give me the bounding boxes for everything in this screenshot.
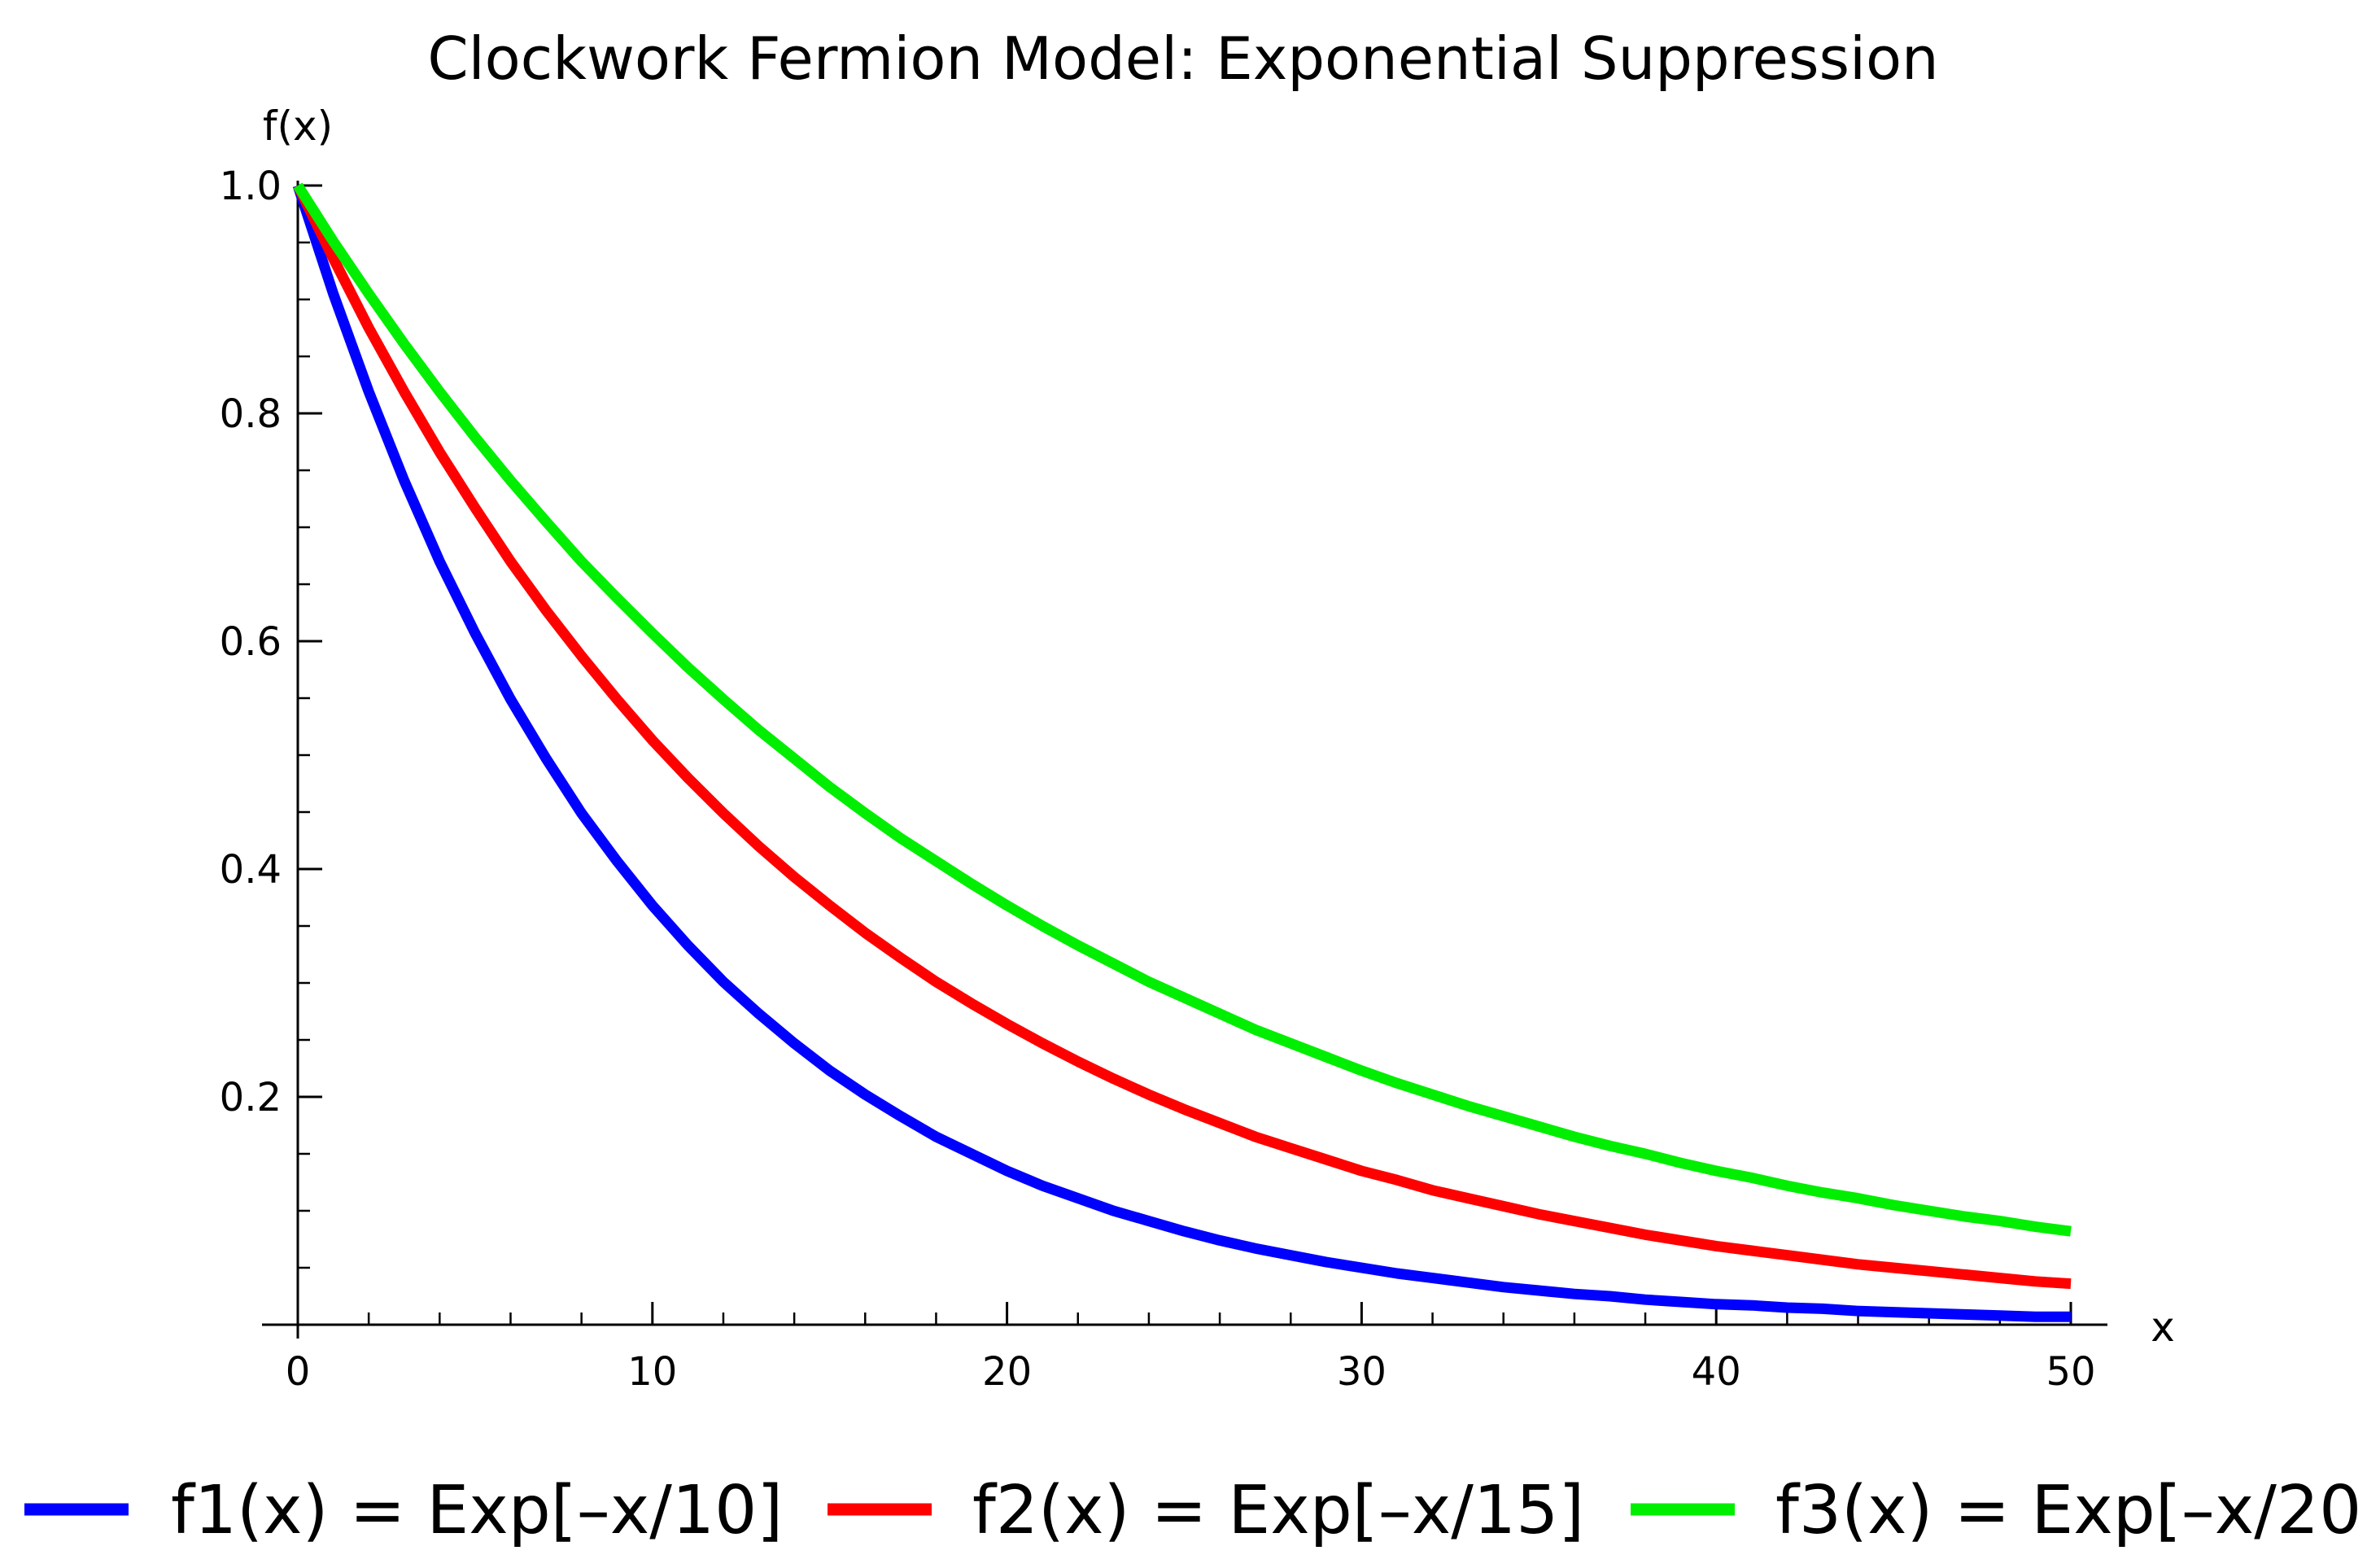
axes: 0 10 20 30 40 50 0.2 0.4 0.6 0.8 1.0 <box>220 164 2107 1395</box>
x-tick-label: 40 <box>1692 1349 1741 1395</box>
x-tick-label: 10 <box>627 1349 677 1395</box>
legend-label-1: f1(x) = Exp[–x/10] <box>171 1472 783 1549</box>
y-tick-label: 0.4 <box>220 847 282 893</box>
y-tick-label: 0.2 <box>220 1075 282 1120</box>
x-tick-label: 0 <box>286 1349 311 1395</box>
chart-title: Clockwork Fermion Model: Exponential Sup… <box>427 24 1938 93</box>
legend-label-3: f3(x) = Exp[–x/20] <box>1775 1472 2367 1549</box>
y-tick-label: 0.6 <box>220 619 282 665</box>
x-tick-label: 20 <box>982 1349 1032 1395</box>
legend: f1(x) = Exp[–x/10] f2(x) = Exp[–x/15] f3(x… <box>24 1472 2367 1549</box>
x-axis-label: x <box>2151 1304 2175 1351</box>
series-line-2 <box>293 183 2072 1290</box>
series-line-3 <box>293 182 2072 1237</box>
series-lines <box>292 182 2072 1322</box>
y-tick-label: 0.8 <box>220 391 282 437</box>
y-tick-label: 1.0 <box>220 164 282 209</box>
x-tick-label: 30 <box>1337 1349 1387 1395</box>
y-axis-label: f(x) <box>263 103 333 150</box>
series-line-1 <box>292 183 2071 1322</box>
legend-label-2: f2(x) = Exp[–x/15] <box>972 1472 1584 1549</box>
x-tick-label: 50 <box>2046 1349 2095 1395</box>
